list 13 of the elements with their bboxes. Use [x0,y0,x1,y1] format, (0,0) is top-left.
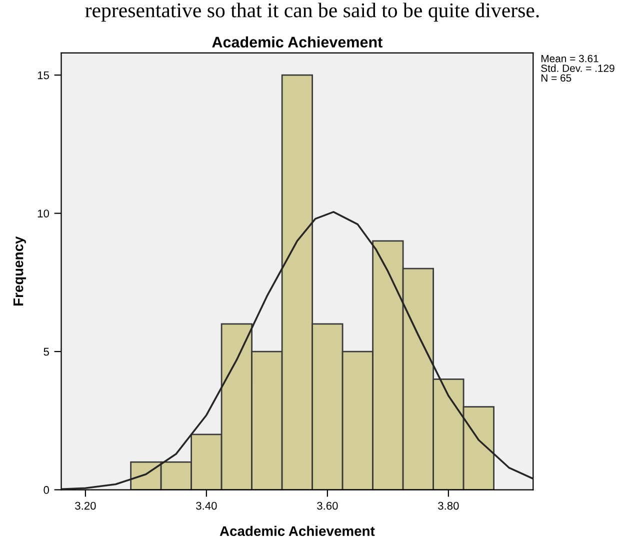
text: Mean = 3.61 Std. Dev. = .129 N = 65 [541,54,614,82]
x-axis-title: Academic Achievement [220,526,375,536]
y-tick-label: 0 [44,486,50,494]
x-tick-label: 3.80 [438,502,459,510]
x-tick-label: 3.20 [75,502,96,510]
x-tick-label: 3.60 [317,502,338,510]
x-tick-label: 3.40 [196,502,217,510]
y-tick-label: 15 [38,71,49,80]
y-tick-label: 10 [38,210,50,218]
y-tick-label: 5 [44,348,49,356]
text: representative so that it can be said to be quite diverse. [85,2,539,22]
y-axis-title: Frequency [14,236,26,306]
chart-title: Academic Achievement [212,36,382,48]
